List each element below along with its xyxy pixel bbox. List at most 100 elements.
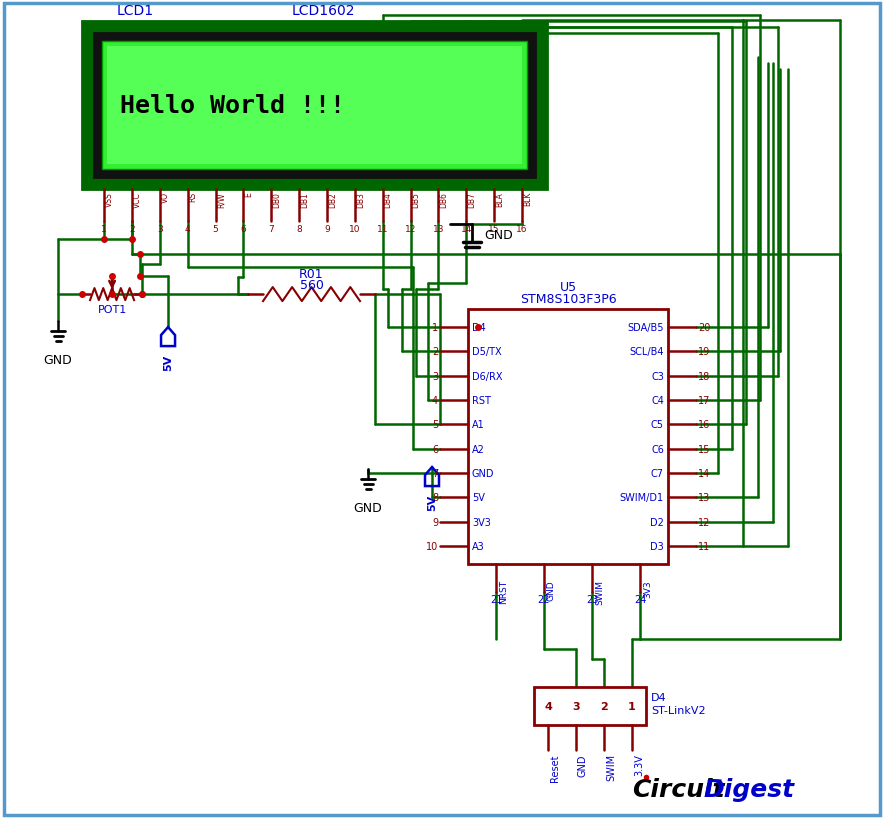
Text: A1: A1 [472,420,484,430]
Text: SCL/B4: SCL/B4 [629,347,664,357]
Text: BLA: BLA [495,192,504,206]
Text: BLK: BLK [523,192,532,206]
Text: 4: 4 [185,225,190,233]
Text: C3: C3 [652,371,664,382]
Bar [468,310,668,564]
Text: 3: 3 [432,371,438,382]
Text: GND: GND [578,753,588,776]
Text: DB2: DB2 [328,192,337,207]
Bar [534,687,646,725]
Text: 12: 12 [405,225,416,233]
Text: 5: 5 [431,420,438,430]
Text: 4: 4 [432,396,438,405]
Text: Reset: Reset [550,753,560,781]
Text: 11: 11 [377,225,388,233]
Text: RST: RST [472,396,491,405]
Text: 1: 1 [432,323,438,333]
Text: D5/TX: D5/TX [472,347,501,357]
Text: C6: C6 [652,444,664,455]
Text: 5: 5 [213,225,218,233]
Text: 4: 4 [544,701,552,711]
Text: 12: 12 [698,517,711,527]
Text: Hello World !!!: Hello World !!! [120,94,345,118]
Text: 9: 9 [432,517,438,527]
Text: DB3: DB3 [356,192,365,208]
Text: Digest: Digest [704,777,795,801]
Text: DB0: DB0 [272,192,281,208]
Text: C7: C7 [651,468,664,478]
Text: SWIM: SWIM [606,753,616,781]
Text: 13: 13 [432,225,444,233]
Text: GND: GND [547,579,556,600]
Text: 19: 19 [698,347,710,357]
Text: 20: 20 [698,323,711,333]
Text: 1: 1 [629,701,636,711]
Text: A2: A2 [472,444,484,455]
Text: D6/RX: D6/RX [472,371,502,382]
Text: 7: 7 [431,468,438,478]
Text: LCD1: LCD1 [117,4,154,18]
Text: Circuit: Circuit [632,777,725,801]
Text: 24: 24 [634,595,646,604]
Text: 13: 13 [698,493,710,503]
Text: ST-LinkV2: ST-LinkV2 [651,705,705,715]
Text: C5: C5 [651,420,664,430]
Text: SDA/B5: SDA/B5 [628,323,664,333]
Text: VCC: VCC [133,192,142,207]
Text: DB1: DB1 [300,192,309,207]
Text: 9: 9 [324,225,330,233]
Text: D4: D4 [651,692,667,702]
Text: A3: A3 [472,541,484,551]
Text: RS: RS [188,192,198,202]
Text: 8: 8 [296,225,302,233]
Text: 3.3V: 3.3V [634,753,644,775]
Text: 8: 8 [432,493,438,503]
Text: D4: D4 [472,323,485,333]
Text: GND: GND [43,354,72,367]
Text: 3: 3 [572,701,580,711]
Text: 3V3: 3V3 [472,517,491,527]
Text: 22: 22 [537,595,550,604]
Text: U5: U5 [560,281,576,294]
Text: 2: 2 [600,701,608,711]
Text: 10: 10 [349,225,361,233]
Text: R/W: R/W [217,192,225,207]
Text: C4: C4 [652,396,664,405]
Text: 15: 15 [488,225,499,233]
Text: 3: 3 [156,225,163,233]
Text: GND: GND [472,468,494,478]
Text: 5V: 5V [163,355,173,371]
Text: 17: 17 [698,396,711,405]
Text: GND: GND [484,229,513,242]
Text: 10: 10 [426,541,438,551]
Text: DB4: DB4 [384,192,392,208]
Text: 23: 23 [586,595,598,604]
Text: 3V3: 3V3 [643,579,652,597]
Text: 21: 21 [490,595,502,604]
Text: D2: D2 [650,517,664,527]
Text: 2: 2 [431,347,438,357]
Text: 14: 14 [461,225,472,233]
Text: 7: 7 [269,225,274,233]
Text: GND: GND [354,501,383,514]
Bar [82,22,547,190]
Text: DB5: DB5 [412,192,421,208]
Text: SWIM/D1: SWIM/D1 [620,493,664,503]
Text: 560: 560 [300,278,324,292]
Text: 6: 6 [240,225,247,233]
Text: VO: VO [161,192,170,203]
Text: R01: R01 [299,268,324,281]
Text: DB7: DB7 [468,192,476,208]
Text: SWIM: SWIM [595,579,604,604]
Text: POT1: POT1 [97,305,126,314]
Text: VSS: VSS [105,192,114,206]
Text: 1: 1 [101,225,107,233]
Text: 14: 14 [698,468,710,478]
Text: NRST: NRST [499,579,508,604]
Text: 11: 11 [698,541,710,551]
Text: 2: 2 [129,225,134,233]
Text: 5V: 5V [472,493,484,503]
Text: E: E [244,192,254,197]
Text: LCD1602: LCD1602 [292,4,355,18]
Text: D3: D3 [651,541,664,551]
